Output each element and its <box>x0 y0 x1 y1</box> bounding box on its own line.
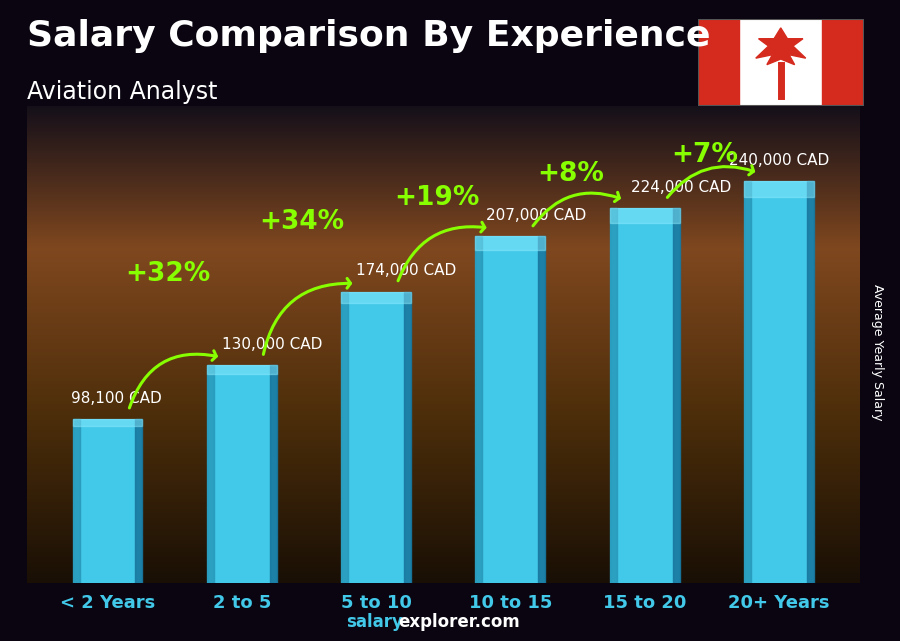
Bar <box>73 419 142 426</box>
Text: 240,000 CAD: 240,000 CAD <box>729 153 829 168</box>
Text: +8%: +8% <box>537 161 604 187</box>
Bar <box>807 181 814 583</box>
Text: 224,000 CAD: 224,000 CAD <box>631 179 732 195</box>
Text: 98,100 CAD: 98,100 CAD <box>71 390 162 406</box>
Text: Average Yearly Salary: Average Yearly Salary <box>871 285 884 420</box>
Bar <box>270 365 277 583</box>
Bar <box>404 292 411 583</box>
Bar <box>475 237 545 583</box>
Text: 207,000 CAD: 207,000 CAD <box>486 208 587 223</box>
Bar <box>73 419 142 583</box>
Bar <box>73 419 79 583</box>
Text: salary: salary <box>346 613 403 631</box>
Bar <box>610 208 680 223</box>
Bar <box>672 208 680 583</box>
Bar <box>475 237 482 583</box>
Text: explorer.com: explorer.com <box>399 613 520 631</box>
Text: 174,000 CAD: 174,000 CAD <box>356 263 456 278</box>
Bar <box>475 237 545 251</box>
Bar <box>698 19 739 106</box>
Bar <box>136 419 142 583</box>
Polygon shape <box>756 28 806 65</box>
Text: +7%: +7% <box>671 142 739 168</box>
Text: +34%: +34% <box>260 209 345 235</box>
Bar <box>538 237 545 583</box>
Text: +32%: +32% <box>125 262 211 287</box>
Text: 130,000 CAD: 130,000 CAD <box>221 337 322 352</box>
Bar <box>744 181 814 197</box>
Bar <box>207 365 277 583</box>
Text: Salary Comparison By Experience: Salary Comparison By Experience <box>27 19 710 53</box>
Text: +19%: +19% <box>394 185 479 211</box>
Bar <box>610 208 616 583</box>
Bar <box>341 292 348 583</box>
Bar <box>823 19 864 106</box>
Bar <box>207 365 214 583</box>
Text: Aviation Analyst: Aviation Analyst <box>27 80 218 104</box>
Bar <box>341 292 411 583</box>
Bar <box>207 365 277 374</box>
Bar <box>744 181 751 583</box>
Bar <box>610 208 680 583</box>
Bar <box>744 181 814 583</box>
Bar <box>341 292 411 303</box>
